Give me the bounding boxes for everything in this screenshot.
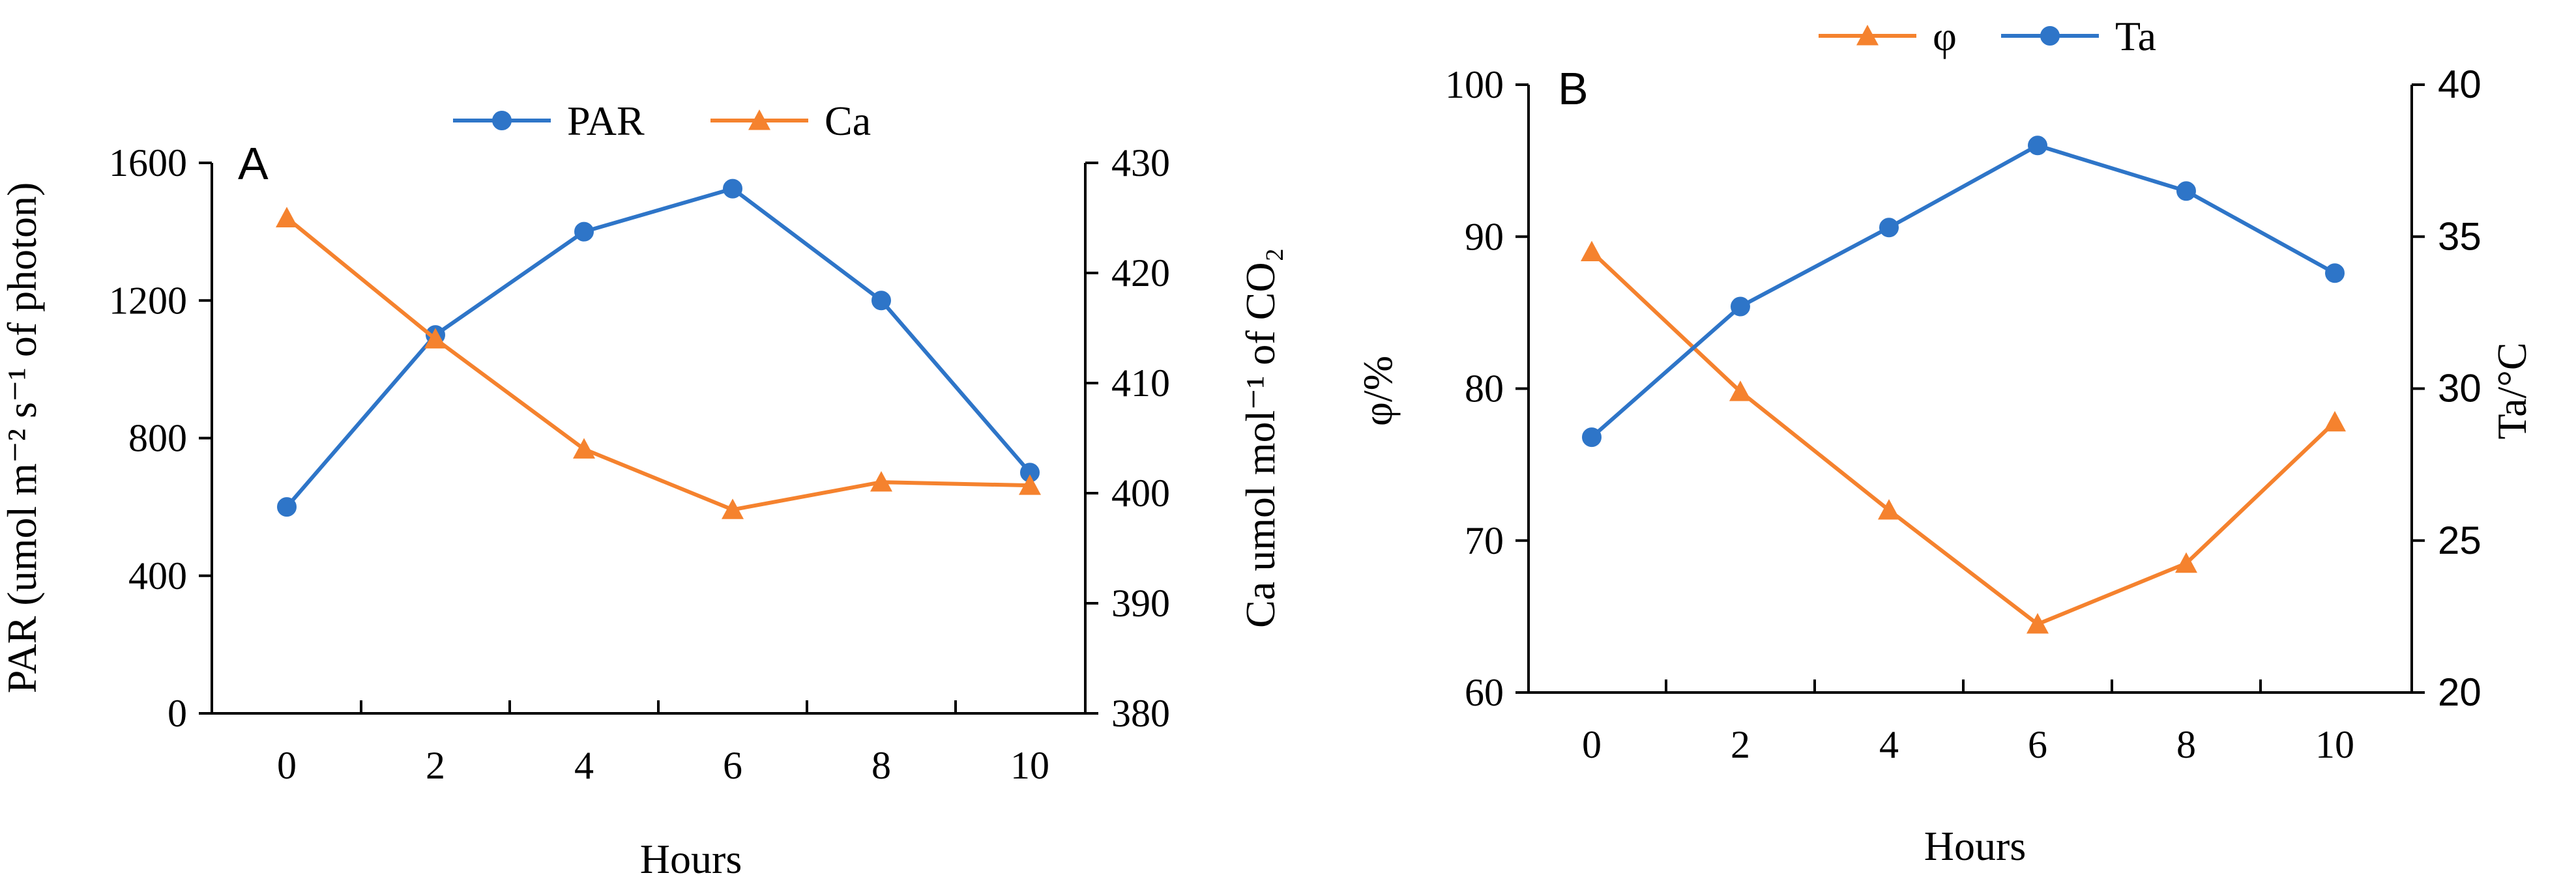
right-y-tick-label: 380: [1111, 692, 1170, 735]
left-y-tick-label: 1200: [109, 279, 187, 322]
x-tick-label: 6: [2028, 723, 2047, 766]
chart-panel-B: 60 70 80 90 100 20 25 30 35 40 0 2 4 6 8 10 φ/% Ta/°C Hour…: [1354, 13, 2535, 869]
left-axis-title: φ/%: [1354, 356, 1401, 426]
right-y-tick-label: 35: [2438, 214, 2481, 258]
series-Ta: [1582, 136, 2345, 448]
left-axis-title: PAR (umol m⁻² s⁻¹ of photon): [0, 182, 45, 694]
legend-marker: [2040, 26, 2060, 46]
right-y-tick-label: 420: [1111, 251, 1170, 294]
data-point: [574, 222, 594, 242]
legend-label: φ: [1933, 13, 1957, 59]
data-point: [1731, 296, 1750, 317]
series-line: [1590, 250, 2337, 627]
data-point: [2324, 410, 2346, 432]
data-point: [2175, 552, 2197, 573]
right-y-tick-label: 400: [1111, 472, 1170, 515]
data-point: [277, 497, 297, 517]
data-point: [276, 207, 298, 227]
x-tick-label: 10: [2315, 723, 2354, 766]
left-y-tick-label: 70: [1465, 519, 1504, 562]
x-tick-label: 10: [1010, 744, 1049, 787]
right-y-tick-label: 25: [2438, 519, 2481, 562]
x-tick-label: 6: [723, 744, 742, 787]
legend-marker: [1856, 25, 1879, 46]
right-y-tick-label: 40: [2438, 63, 2481, 106]
data-point: [723, 179, 742, 199]
panel-letter: B: [1558, 63, 1588, 114]
data-point: [1878, 499, 1900, 520]
right-axis-title: Ca umol mol⁻¹ of CO₂: [1237, 248, 1283, 628]
x-tick-label: 8: [871, 744, 891, 787]
legend-item: PAR: [453, 98, 645, 144]
chart-panel-A: 0 400 800 1200 1600 380 390 400 410 420 430 0 2 4 6 8 10…: [0, 98, 1283, 882]
data-point: [2027, 613, 2049, 634]
data-point: [1582, 427, 1602, 448]
legend-label: PAR: [567, 98, 645, 144]
left-y-tick-label: 90: [1465, 215, 1504, 258]
right-y-tick-label: 20: [2438, 670, 2481, 714]
legend-marker: [748, 109, 770, 130]
right-y-tick-label: 390: [1111, 582, 1170, 625]
right-y-tick-label: 430: [1111, 141, 1170, 184]
series-PAR: [277, 179, 1040, 517]
series-line: [285, 216, 1031, 512]
x-tick-label: 2: [426, 744, 445, 787]
x-tick-label: 4: [1879, 723, 1899, 766]
data-point: [870, 471, 892, 492]
legend-item: φ: [1819, 13, 1957, 59]
data-point: [1729, 380, 1751, 401]
data-point: [871, 291, 891, 311]
series-line: [285, 186, 1032, 509]
right-y-tick-label: 30: [2438, 367, 2481, 410]
x-axis-title: Hours: [1924, 823, 2026, 869]
left-y-tick-label: 800: [128, 417, 187, 460]
data-point: [1581, 240, 1603, 262]
right-y-tick-label: 410: [1111, 362, 1170, 405]
left-y-tick-label: 80: [1465, 367, 1504, 410]
x-tick-label: 4: [574, 744, 594, 787]
legend-marker: [492, 111, 512, 130]
data-point: [573, 438, 595, 459]
left-y-tick-label: 60: [1465, 671, 1504, 714]
data-point: [1019, 474, 1041, 495]
left-y-tick-label: 1600: [109, 141, 187, 184]
right-axis-title: Ta/°C: [2489, 342, 2535, 439]
x-tick-label: 8: [2176, 723, 2196, 766]
data-point: [1879, 218, 1899, 238]
series-line: [1590, 143, 2336, 439]
data-point: [2176, 181, 2196, 201]
legend-item: Ca: [710, 98, 871, 144]
x-tick-label: 2: [1731, 723, 1750, 766]
series-φ: [1581, 240, 2346, 634]
x-tick-label: 0: [277, 744, 297, 787]
left-y-tick-label: 100: [1445, 63, 1504, 106]
x-tick-label: 0: [1582, 723, 1602, 766]
data-point: [722, 498, 744, 519]
data-point: [2325, 263, 2345, 283]
panel-letter: A: [238, 138, 269, 189]
data-point: [2028, 136, 2047, 156]
series-Ca: [276, 207, 1041, 519]
left-y-tick-label: 400: [128, 554, 187, 597]
data-point: [424, 328, 446, 349]
legend-label: Ca: [825, 98, 871, 144]
x-axis-title: Hours: [640, 836, 742, 882]
left-y-tick-label: 0: [168, 692, 187, 735]
legend-label: Ta: [2115, 13, 2156, 59]
legend-item: Ta: [2001, 13, 2156, 59]
